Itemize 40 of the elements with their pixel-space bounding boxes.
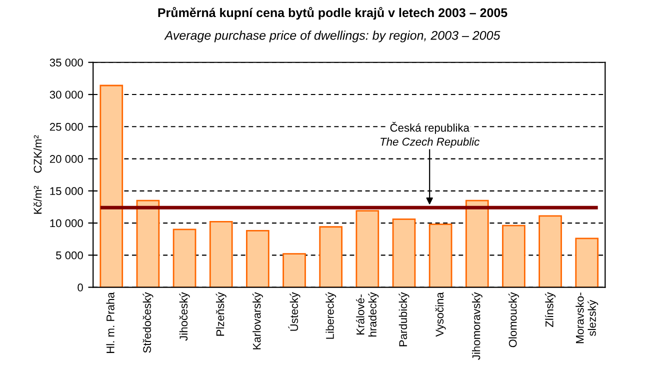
y-tick-label: 30 000: [50, 90, 83, 99]
x-tick-label: Vysočina: [435, 292, 446, 337]
x-tick-label: Ústecký: [288, 292, 300, 331]
bar: [465, 200, 489, 288]
ref-line-label: Česká republika The Czech Republic: [380, 122, 480, 148]
bar: [428, 224, 452, 288]
x-tick-label: Zlínský: [545, 292, 556, 327]
bar: [100, 84, 124, 288]
x-tick-label: Karlovarský: [252, 292, 263, 350]
bar: [209, 221, 233, 288]
y-tick-label: 5 000: [56, 251, 83, 260]
y-tick-label: 0: [78, 284, 83, 292]
y-tick-label: 35 000: [50, 58, 83, 67]
x-tick-label: Jihomoravský: [472, 292, 482, 360]
chart-title: Průměrná kupní cena bytů podle krajů v letech 2003 – 2005: [158, 6, 508, 20]
bar: [356, 210, 380, 288]
bar: [172, 228, 196, 288]
x-tick-label: Olomoucký: [508, 292, 519, 348]
y-tick-label: 25 000: [50, 122, 83, 131]
x-tick-label: Středočeský: [142, 292, 154, 353]
bar: [575, 238, 599, 288]
y-axis-title: Kč/m² CZK/m²: [33, 135, 42, 214]
bar: [538, 215, 562, 288]
bar: [136, 200, 160, 288]
bar: [392, 218, 416, 288]
y-tick-label: 10 000: [50, 219, 83, 228]
bar: [502, 224, 526, 288]
bar: [319, 226, 343, 288]
x-tick-label: Králové- hradecký: [356, 292, 379, 336]
x-tick-label: Hl. m. Praha: [106, 292, 114, 353]
bar: [246, 230, 270, 288]
x-tick-label: Moravsko- slezský: [576, 292, 598, 344]
bar: [282, 253, 306, 288]
x-tick-label: Plzeňský: [216, 292, 226, 336]
x-tick-label: Jihočeský: [179, 292, 190, 341]
x-tick-label: Pardubický: [398, 292, 410, 346]
chart-subtitle: Average purchase price of dwellings: by region, 2003 – 2005: [164, 30, 500, 42]
x-tick-label: Liberecký: [326, 292, 336, 339]
y-tick-label: 20 000: [50, 155, 83, 163]
y-tick-label: 15 000: [50, 187, 83, 196]
